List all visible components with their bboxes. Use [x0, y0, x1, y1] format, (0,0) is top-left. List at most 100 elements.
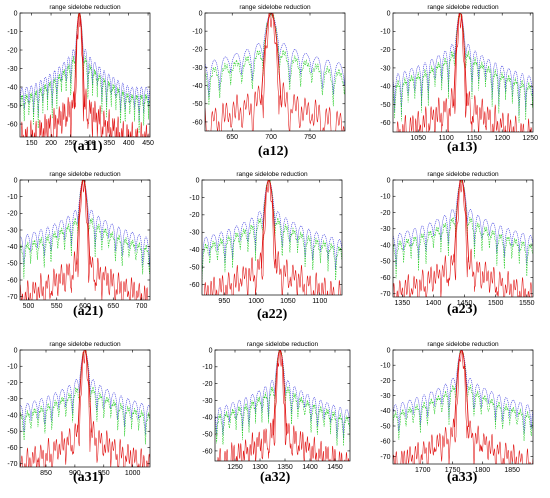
chart-title: range sidelobe reduction	[427, 171, 499, 178]
y-tick-label: -20	[192, 47, 202, 54]
x-tick-label: 1850	[504, 467, 520, 474]
series-line-blue	[215, 350, 350, 439]
y-tick-label: -40	[7, 84, 17, 91]
y-tick-label: -20	[202, 381, 212, 388]
y-tick-label: -30	[202, 398, 212, 405]
x-tick-label: 1050	[410, 135, 426, 142]
series-line-red	[393, 13, 532, 132]
x-tick-label: 1100	[312, 298, 327, 305]
x-tick-label: 850	[40, 470, 52, 477]
x-tick-label: 450	[142, 140, 154, 147]
y-tick-label: -30	[380, 393, 390, 400]
y-tick-label: -30	[7, 396, 17, 403]
series-line-blue	[393, 13, 533, 115]
panel-caption: (a31)	[73, 470, 104, 485]
y-tick-label: 0	[14, 177, 18, 184]
x-tick-label: 1700	[415, 467, 431, 474]
main-lobe	[73, 13, 85, 107]
y-tick-label: -20	[380, 378, 390, 385]
x-tick-label: 1250	[227, 464, 243, 471]
x-tick-label: 500	[23, 303, 35, 310]
y-tick-label: -10	[192, 29, 202, 36]
x-tick-label: 200	[45, 140, 57, 147]
x-tick-label: 1800	[475, 467, 491, 474]
y-tick-label: -20	[7, 380, 17, 387]
chart-title: range sidelobe reduction	[49, 4, 121, 11]
series-line-blue	[202, 180, 342, 279]
y-tick-label: 0	[387, 177, 391, 184]
series-line-blue	[20, 13, 150, 122]
y-tick-label: -60	[7, 445, 17, 452]
x-tick-label: 550	[51, 303, 63, 310]
panel-caption: (a22)	[257, 307, 288, 322]
y-tick-label: -30	[7, 227, 17, 234]
y-tick-label: -50	[189, 265, 199, 272]
y-tick-label: -40	[189, 247, 199, 254]
x-tick-label: 900	[69, 470, 81, 477]
y-tick-label: -20	[7, 47, 17, 54]
x-tick-label: 650	[107, 303, 119, 310]
main-lobe	[453, 180, 470, 263]
y-tick-label: -20	[380, 210, 390, 217]
y-tick-label: -60	[192, 119, 202, 126]
y-tick-label: -40	[380, 84, 390, 91]
y-tick-label: -10	[7, 194, 17, 201]
y-tick-label: -50	[202, 431, 212, 438]
y-tick-label: -70	[7, 294, 17, 301]
y-tick-label: -40	[380, 408, 390, 415]
y-tick-label: 0	[387, 347, 391, 354]
x-tick-label: 700	[265, 134, 277, 141]
y-tick-label: -60	[380, 275, 390, 282]
x-tick-label: 1350	[395, 300, 411, 307]
x-tick-label: 1400	[426, 300, 442, 307]
series-line-green	[20, 13, 150, 134]
x-tick-label: 1500	[488, 300, 504, 307]
main-lobe	[260, 180, 277, 269]
chart-title: range sidelobe reduction	[49, 341, 121, 348]
y-tick-label: -60	[380, 439, 390, 446]
series-line-red	[20, 350, 150, 467]
panel-caption: (a32)	[260, 470, 291, 485]
x-tick-label: 250	[65, 140, 77, 147]
y-tick-label: -20	[380, 47, 390, 54]
plot-frame	[19, 349, 151, 468]
y-tick-label: -10	[7, 364, 17, 371]
x-tick-label: 1250	[522, 135, 538, 142]
plot-frame	[392, 179, 534, 298]
chart-title: range sidelobe reduction	[427, 4, 499, 11]
x-tick-label: 1200	[494, 135, 510, 142]
y-tick-label: -70	[7, 461, 17, 468]
plot-frame	[204, 12, 346, 132]
main-lobe	[273, 350, 287, 436]
x-tick-label: 950	[98, 470, 110, 477]
y-tick-label: -40	[192, 83, 202, 90]
y-tick-label: -10	[202, 364, 212, 371]
series-line-green	[205, 13, 345, 107]
series-line-blue	[205, 13, 345, 98]
plot-frame	[392, 349, 534, 465]
x-tick-label: 1300	[252, 464, 268, 471]
x-tick-label: 300	[84, 140, 96, 147]
y-tick-label: -60	[7, 121, 17, 128]
x-tick-label: 1550	[519, 300, 535, 307]
y-tick-label: -50	[380, 423, 390, 430]
x-tick-label: 1750	[445, 467, 461, 474]
y-tick-label: -10	[189, 195, 199, 202]
y-tick-label: -10	[380, 194, 390, 201]
y-tick-label: -30	[7, 66, 17, 73]
x-tick-label: 150	[26, 140, 38, 147]
x-tick-label: 1050	[280, 298, 296, 305]
plot-frame	[19, 12, 151, 138]
y-tick-label: -70	[380, 454, 390, 461]
y-tick-label: -40	[380, 242, 390, 249]
x-tick-label: 1000	[248, 298, 264, 305]
y-tick-label: -40	[7, 412, 17, 419]
y-tick-label: -50	[192, 101, 202, 108]
panel-caption: (a12)	[258, 144, 289, 159]
x-tick-label: 400	[123, 140, 135, 147]
